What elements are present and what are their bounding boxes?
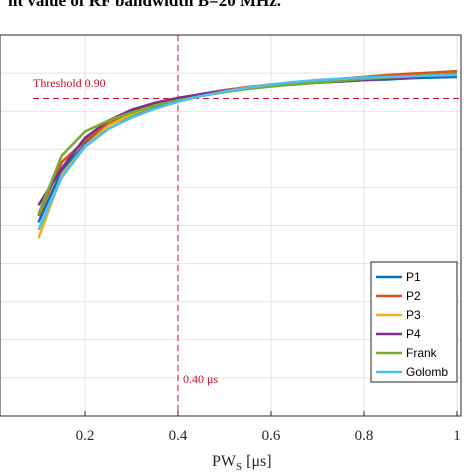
series-line-golomb [37, 73, 458, 231]
chart-title: nt value of RF bandwidth B=20 MHz. [8, 0, 281, 10]
x-tick-label: 0.8 [355, 428, 374, 444]
threshold-label: Threshold 0.90 [33, 76, 106, 90]
x-axis-label-unit: [μs] [246, 453, 271, 470]
vline-label: 0.40 μs [183, 372, 218, 386]
x-axis-label: PWS [μs] [212, 453, 272, 473]
series-line-p2 [37, 69, 458, 217]
x-tick-label: 0.2 [76, 428, 95, 444]
x-ticks: 0.2 0.4 0.6 0.8 1 [76, 411, 461, 444]
plot-frame [0, 34, 462, 417]
x-axis-label-sub: S [236, 461, 242, 473]
legend-label-p2: P2 [406, 289, 421, 303]
x-tick-label: 0.4 [169, 428, 188, 444]
legend-label-p1: P1 [406, 270, 421, 284]
legend-label-frank: Frank [406, 346, 438, 360]
series-line-p4 [37, 73, 458, 206]
x-tick-label: 1 [453, 428, 461, 444]
series-line-frank [37, 72, 458, 215]
legend-box [370, 261, 458, 383]
x-tick-label: 0.6 [262, 428, 281, 444]
legend-label-p3: P3 [406, 308, 421, 322]
x-axis-label-main: PW [212, 453, 237, 470]
legend-label-p4: P4 [406, 327, 421, 341]
legend-label-golomb: Golomb [406, 365, 448, 379]
legend: P1 P2 P3 P4 Frank Golomb [370, 261, 458, 383]
series-group [37, 69, 458, 239]
